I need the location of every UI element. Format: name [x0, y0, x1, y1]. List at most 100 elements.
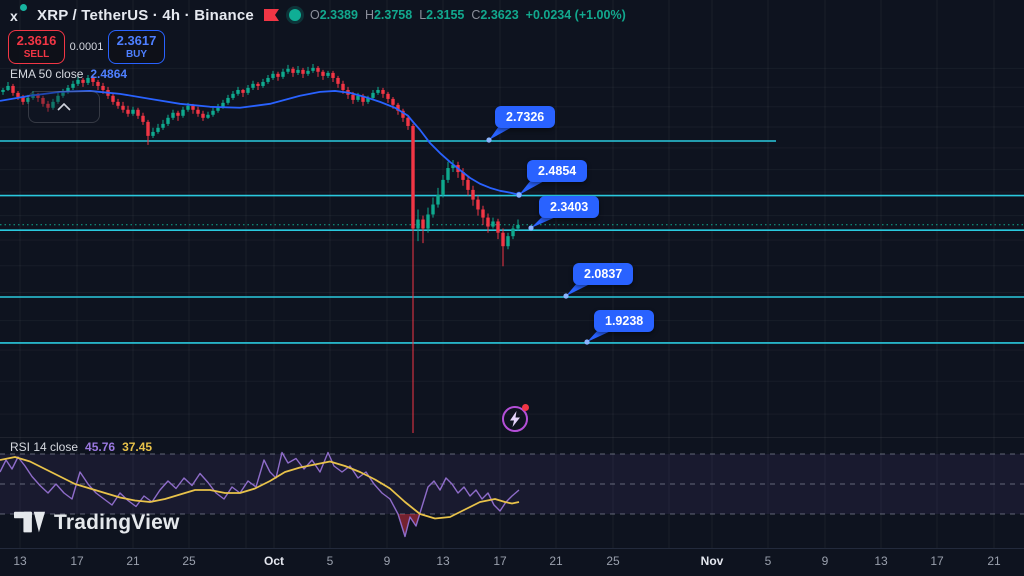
candle-body [256, 83, 260, 86]
low-value: 2.3155 [426, 8, 465, 22]
candle-body [251, 83, 255, 88]
tradingview-watermark-text: TradingView [54, 511, 180, 534]
candle-body [236, 89, 240, 94]
spread-value: 0.0001 [69, 41, 104, 53]
time-axis-label: 17 [70, 554, 84, 568]
candle-body [471, 189, 475, 200]
event-marker-button[interactable] [502, 404, 529, 432]
time-axis-label: 13 [874, 554, 888, 568]
candle-body [386, 93, 390, 99]
price-alert-label[interactable]: 1.9238 [594, 310, 655, 332]
candle-body [341, 83, 345, 90]
candle-body [76, 79, 80, 84]
candle-body [321, 71, 325, 76]
candle-body [311, 67, 315, 71]
ema-legend-label: EMA 50 close [10, 67, 84, 81]
time-axis-label: 17 [493, 554, 507, 568]
candle-body [446, 168, 450, 180]
candle-body [496, 221, 500, 233]
candle-body [181, 109, 185, 116]
ema-legend-value: 2.4864 [90, 67, 128, 81]
candle-body [511, 228, 515, 237]
time-axis[interactable]: 13 17 21 25 Oct 5 9 13 17 21 25 Nov 5 9 13 17 21 [0, 548, 1024, 576]
price-label-tail [489, 126, 514, 140]
candle-body [296, 69, 300, 73]
time-axis-label: 13 [13, 554, 27, 568]
candle-body [216, 106, 220, 111]
candle-body [221, 102, 225, 107]
candle-body [11, 85, 15, 93]
close-value: 2.3623 [480, 8, 519, 22]
candle-body [396, 104, 400, 111]
candle-body [231, 93, 235, 98]
rsi-ma-line[interactable] [0, 456, 520, 520]
time-axis-label: Oct [263, 554, 285, 568]
price-alert-label[interactable]: 2.3403 [539, 196, 600, 218]
candle-body [261, 81, 265, 86]
time-axis-label: Nov [700, 554, 724, 568]
candle-body [351, 94, 355, 100]
flag-icon[interactable] [263, 8, 280, 22]
chevron-up-icon [57, 103, 71, 111]
candle-body [291, 68, 295, 73]
collapse-legend-button[interactable] [28, 91, 100, 123]
price-label-tail [566, 283, 592, 296]
candle-body [171, 112, 175, 118]
price-alert-label[interactable]: 2.4854 [527, 160, 588, 182]
candle-body [131, 109, 135, 114]
price-label-anchor-dot [486, 137, 492, 143]
ema-legend[interactable]: EMA 50 close 2.4864 [10, 67, 127, 81]
candle-body [46, 103, 50, 108]
rsi-legend[interactable]: RSI 14 close 45.76 37.45 [10, 440, 152, 454]
candle-body [66, 87, 70, 92]
candle-body [211, 110, 215, 115]
open-value: 2.3389 [319, 8, 358, 22]
candle-body [246, 87, 250, 93]
candle-body [276, 73, 280, 77]
candle-body [286, 68, 290, 72]
candle-body [156, 127, 160, 132]
candle-body [21, 96, 25, 102]
price-alert-label[interactable]: 2.0837 [573, 263, 634, 285]
candle-body [206, 114, 210, 118]
event-marker-ring [502, 406, 528, 432]
symbol-title[interactable]: XRP / TetherUS · 4h · Binance [37, 6, 254, 24]
order-panel: 2.3616 SELL 0.0001 2.3617 BUY [8, 30, 165, 64]
candle-body [146, 121, 150, 136]
candle-body [126, 109, 130, 114]
buy-button[interactable]: 2.3617 BUY [108, 30, 165, 64]
time-axis-label: 21 [987, 554, 1001, 568]
price-label-anchor-dot [584, 339, 590, 345]
candle-body [41, 97, 45, 104]
candle-body [416, 219, 420, 229]
price-label-tail [587, 330, 613, 342]
market-status-icon[interactable] [288, 9, 301, 21]
candle-body [401, 110, 405, 118]
candle-body [96, 81, 100, 86]
time-axis-label: 5 [326, 554, 334, 568]
symbol-logo-icon: x [10, 4, 28, 24]
price-alert-label[interactable]: 2.7326 [495, 106, 556, 128]
candle-body [461, 172, 465, 180]
candle-body [86, 77, 90, 83]
candle-body [186, 105, 190, 110]
event-marker-alert-dot [522, 404, 529, 411]
candle-body [486, 217, 490, 227]
sell-button[interactable]: 2.3616 SELL [8, 30, 65, 64]
candle-body [111, 95, 115, 102]
candle-body [1, 89, 5, 92]
open-label: O [309, 8, 320, 22]
candle-body [316, 67, 320, 72]
candle-body [101, 85, 105, 90]
candle-body [176, 112, 180, 116]
ema-line[interactable] [0, 90, 520, 196]
time-axis-label: 25 [606, 554, 620, 568]
candle-body [266, 77, 270, 82]
candle-body [226, 97, 230, 103]
time-axis-label: 9 [383, 554, 391, 568]
candle-body [151, 131, 155, 136]
candle-body [81, 79, 85, 83]
